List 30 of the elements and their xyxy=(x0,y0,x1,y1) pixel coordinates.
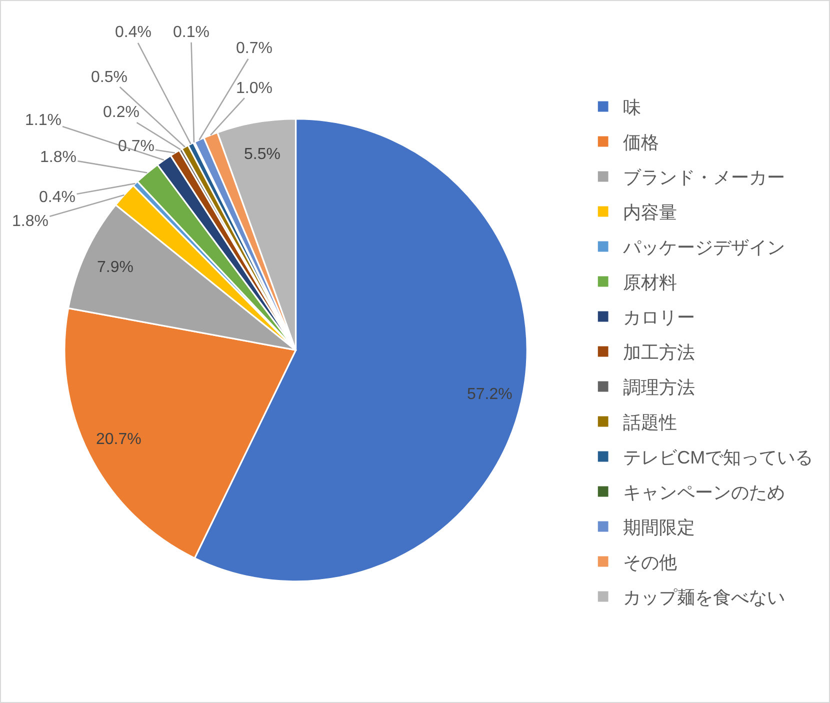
data-label: 1.0% xyxy=(236,80,272,97)
legend-label: ブランド・メーカー xyxy=(623,168,786,188)
legend-label: テレビCMで知っている xyxy=(623,448,814,468)
data-label: 0.1% xyxy=(173,24,210,41)
legend-label: パッケージデザイン xyxy=(622,238,786,258)
legend-label: 期間限定 xyxy=(623,518,696,538)
data-label: 0.5% xyxy=(91,69,128,86)
legend-label: キャンペーンのため xyxy=(623,482,786,503)
data-label: 1.8% xyxy=(40,149,76,166)
legend-label: 話題性 xyxy=(623,412,678,433)
legend-label: 調理方法 xyxy=(623,378,696,398)
data-label: 0.7% xyxy=(236,40,272,57)
legend-label: 原材料 xyxy=(623,272,678,293)
data-label: 1.8% xyxy=(12,213,48,230)
data-label: 0.4% xyxy=(115,24,152,41)
legend-label: 内容量 xyxy=(623,202,678,223)
data-label: 0.7% xyxy=(118,138,154,155)
data-label: 57.2% xyxy=(467,386,512,403)
legend-label: 加工方法 xyxy=(623,342,696,363)
data-label: 5.5% xyxy=(244,146,280,163)
data-label: 1.1% xyxy=(25,112,62,129)
data-label: 7.9% xyxy=(97,259,134,276)
data-label: 0.4% xyxy=(39,189,76,206)
legend-label: カロリー xyxy=(623,308,696,328)
legend-label: その他 xyxy=(623,552,678,573)
data-label: 0.2% xyxy=(103,104,140,121)
legend-label: 価格 xyxy=(623,132,660,153)
legend-label: カップ麺を食べない xyxy=(623,588,786,608)
data-label: 20.7% xyxy=(96,431,142,448)
legend-label: 味 xyxy=(623,98,642,118)
